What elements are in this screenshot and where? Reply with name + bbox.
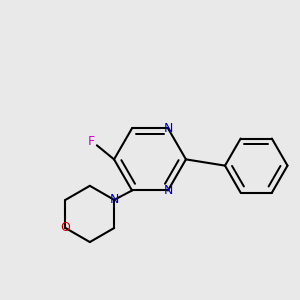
Text: F: F	[88, 135, 95, 148]
Text: N: N	[163, 184, 173, 197]
Text: O: O	[61, 221, 70, 235]
Text: N: N	[163, 122, 173, 135]
Text: N: N	[110, 194, 119, 206]
